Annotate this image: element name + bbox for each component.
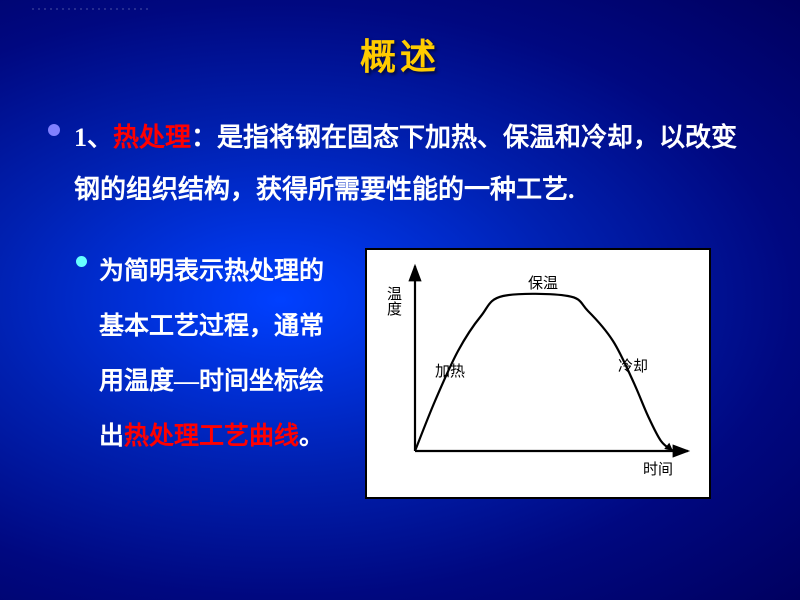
bullet2-highlight: 热处理工艺曲线 (124, 423, 299, 450)
content-area: 1、热处理：是指将钢在固态下加热、保温和冷却，以改变钢的组织结构，获得所需要性能… (0, 80, 800, 499)
bullet1-text: 1、热处理：是指将钢在固态下加热、保温和冷却，以改变钢的组织结构，获得所需要性能… (74, 112, 752, 216)
bullet1-number: 1、 (74, 123, 113, 152)
bullet2-part1: 为简明表示热处理的基本工艺过程，通常用温度—时间坐标绘出 (99, 258, 324, 450)
row-2: 为简明表示热处理的基本工艺过程，通常用温度—时间坐标绘出热处理工艺曲线。 温度时… (48, 244, 752, 499)
bullet2-text: 为简明表示热处理的基本工艺过程，通常用温度—时间坐标绘出热处理工艺曲线。 (99, 244, 341, 464)
svg-text:冷却: 冷却 (618, 358, 648, 375)
svg-text:温度: 温度 (385, 286, 402, 316)
bullet-icon (76, 256, 87, 267)
bullet-icon (48, 124, 60, 136)
bullet2-part2: 。 (299, 423, 324, 450)
svg-text:加热: 加热 (435, 363, 465, 380)
bullet1-term: 热处理 (113, 123, 191, 152)
svg-text:时间: 时间 (643, 461, 673, 478)
bullet1-colon: ： (191, 123, 217, 152)
heat-treatment-chart: 温度时间 加热 保温冷却 (365, 248, 711, 499)
bullet-1: 1、热处理：是指将钢在固态下加热、保温和冷却，以改变钢的组织结构，获得所需要性能… (48, 112, 752, 216)
chart-svg: 温度时间 加热 保温冷却 (373, 256, 703, 491)
decorative-dots (30, 6, 150, 14)
svg-text:保温: 保温 (528, 275, 558, 292)
bullet-2: 为简明表示热处理的基本工艺过程，通常用温度—时间坐标绘出热处理工艺曲线。 (76, 244, 341, 464)
